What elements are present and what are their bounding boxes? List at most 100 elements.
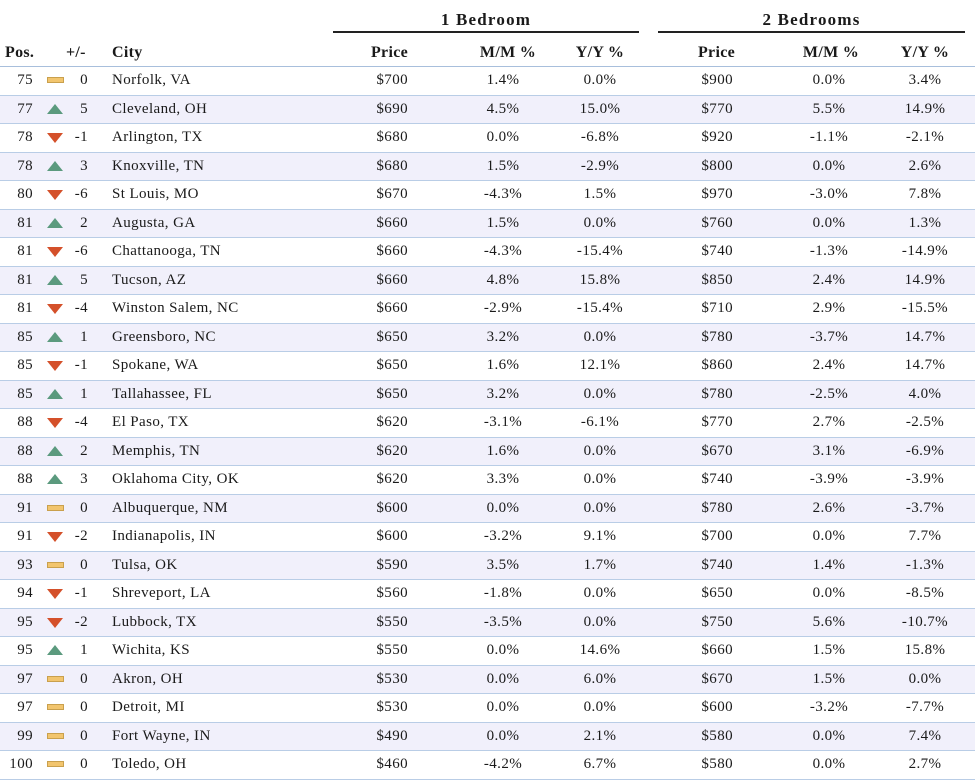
cell-price-2br: $770 <box>701 414 733 430</box>
cell-price-1br: $600 <box>376 499 408 516</box>
table-body: 75 0 Norfolk, VA $700 1.4% 0.0% $900 0.0% 3.4% 77… <box>0 67 975 780</box>
cell-price-2br: $660 <box>701 642 733 658</box>
cell-yy-1br: 0.0% <box>583 214 617 231</box>
cell-mm-2br: -1.3% <box>809 243 849 259</box>
table-row: 85 -1 Spokane, WA $650 1.6% 12.1% $860 2.4% 14.7… <box>0 352 975 381</box>
cell-pos: 81 <box>17 243 33 259</box>
cell-mm-1br: 1.6% <box>486 442 520 459</box>
cell-pos: 97 <box>17 670 33 687</box>
trend-down-icon <box>47 418 63 428</box>
cell-city: Oklahoma City, OK <box>112 471 240 487</box>
table-row: 78 -1 Arlington, TX $680 0.0% -6.8% $920 -1.1% -… <box>0 124 975 153</box>
cell-yy-1br: 0.0% <box>583 471 617 487</box>
cell-price-1br: $590 <box>376 556 408 573</box>
cell-price-1br: $490 <box>376 727 408 744</box>
cell-city: Akron, OH <box>112 670 184 687</box>
cell-pos: 91 <box>17 499 33 516</box>
header-yy-2br: Y/Y % <box>900 44 950 61</box>
header-price-2br: Price <box>697 44 735 61</box>
cell-change: -2 <box>74 613 88 630</box>
cell-yy-2br: 2.7% <box>908 756 942 772</box>
cell-mm-1br: 1.6% <box>486 357 520 373</box>
group-title-2-bedrooms: 2 Bedrooms <box>762 10 861 29</box>
cell-pos: 85 <box>17 357 33 373</box>
cell-pos: 88 <box>17 471 33 487</box>
cell-change: 2 <box>80 214 88 231</box>
cell-yy-1br: 2.1% <box>583 727 617 744</box>
no-change-icon <box>47 77 64 83</box>
cell-mm-1br: 4.5% <box>486 100 520 117</box>
cell-mm-2br: 2.7% <box>812 414 846 430</box>
cell-price-2br: $580 <box>701 727 733 744</box>
cell-yy-1br: -6.1% <box>580 414 620 430</box>
cell-city: Greensboro, NC <box>112 328 216 345</box>
cell-city: Norfolk, VA <box>112 72 191 88</box>
cell-city: Lubbock, TX <box>112 613 197 630</box>
cell-change: -2 <box>74 528 88 544</box>
cell-change: 3 <box>80 157 88 174</box>
cell-price-1br: $660 <box>376 243 408 259</box>
cell-city: Augusta, GA <box>112 214 196 231</box>
cell-change: -1 <box>74 585 88 601</box>
cell-price-1br: $530 <box>376 670 408 687</box>
cell-mm-1br: 1.4% <box>486 72 520 88</box>
cell-city: Knoxville, TN <box>112 157 205 174</box>
cell-mm-2br: 2.4% <box>812 271 846 288</box>
cell-mm-2br: 0.0% <box>812 72 846 88</box>
trend-up-icon <box>47 445 63 456</box>
table-row: 80 -6 St Louis, MO $670 -4.3% 1.5% $970 -3.0% 7.… <box>0 181 975 210</box>
cell-city: Shreveport, LA <box>112 585 211 601</box>
cell-price-2br: $670 <box>701 670 733 687</box>
no-change-icon <box>47 704 64 710</box>
cell-city: Memphis, TN <box>112 442 201 459</box>
cell-mm-1br: -4.3% <box>483 243 523 259</box>
cell-yy-1br: 15.0% <box>579 100 621 117</box>
cell-yy-2br: -8.5% <box>905 585 945 601</box>
cell-mm-2br: 5.6% <box>812 613 846 630</box>
trend-up-icon <box>47 331 63 342</box>
header-divider <box>0 66 975 67</box>
cell-yy-2br: -2.1% <box>905 129 945 145</box>
cell-city: Tallahassee, FL <box>112 385 212 402</box>
cell-change: -4 <box>74 414 88 430</box>
cell-yy-2br: -7.7% <box>905 699 945 715</box>
cell-change: 0 <box>80 556 88 573</box>
cell-yy-2br: 4.0% <box>908 385 942 402</box>
cell-yy-2br: 7.7% <box>908 528 942 544</box>
cell-change: -6 <box>74 186 88 202</box>
cell-yy-1br: -6.8% <box>580 129 620 145</box>
cell-yy-1br: -15.4% <box>576 243 624 259</box>
table-row: 88 -4 El Paso, TX $620 -3.1% -6.1% $770 2.7% -2.… <box>0 409 975 438</box>
cell-change: -4 <box>74 300 88 316</box>
cell-yy-1br: 6.0% <box>583 670 617 687</box>
trend-down-icon <box>47 133 63 143</box>
cell-mm-2br: 2.9% <box>812 300 846 316</box>
cell-price-2br: $780 <box>701 385 733 402</box>
cell-pos: 78 <box>17 129 33 145</box>
cell-mm-2br: 5.5% <box>812 100 846 117</box>
table-row: 91 0 Albuquerque, NM $600 0.0% 0.0% $780 2.6% -3… <box>0 494 975 523</box>
cell-pos: 81 <box>17 214 33 231</box>
cell-price-2br: $670 <box>701 442 733 459</box>
cell-pos: 88 <box>17 442 33 459</box>
table-row: 85 1 Tallahassee, FL $650 3.2% 0.0% $780 -2.5% 4… <box>0 380 975 409</box>
table-row: 77 5 Cleveland, OH $690 4.5% 15.0% $770 5.5% 14.… <box>0 95 975 124</box>
table-row: 93 0 Tulsa, OK $590 3.5% 1.7% $740 1.4% -1.3% <box>0 551 975 580</box>
no-change-icon <box>47 504 64 511</box>
no-change-icon <box>47 561 64 568</box>
cell-pos: 95 <box>17 642 33 658</box>
table-row: 100 0 Toledo, OH $460 -4.2% 6.7% $580 0.0% 2.7% <box>0 751 975 780</box>
cell-yy-1br: 15.8% <box>579 271 621 288</box>
header-change: +/- <box>66 44 86 61</box>
cell-price-1br: $560 <box>376 585 408 601</box>
cell-pos: 85 <box>17 328 33 345</box>
cell-price-1br: $600 <box>376 528 408 544</box>
cell-price-1br: $700 <box>376 72 408 88</box>
cell-city: Toledo, OH <box>112 756 187 772</box>
cell-price-1br: $550 <box>376 613 408 630</box>
cell-price-2br: $580 <box>701 756 733 772</box>
cell-mm-1br: 3.2% <box>486 328 520 345</box>
cell-change: 1 <box>80 328 88 345</box>
cell-price-1br: $650 <box>376 328 408 345</box>
cell-price-2br: $900 <box>701 72 733 88</box>
